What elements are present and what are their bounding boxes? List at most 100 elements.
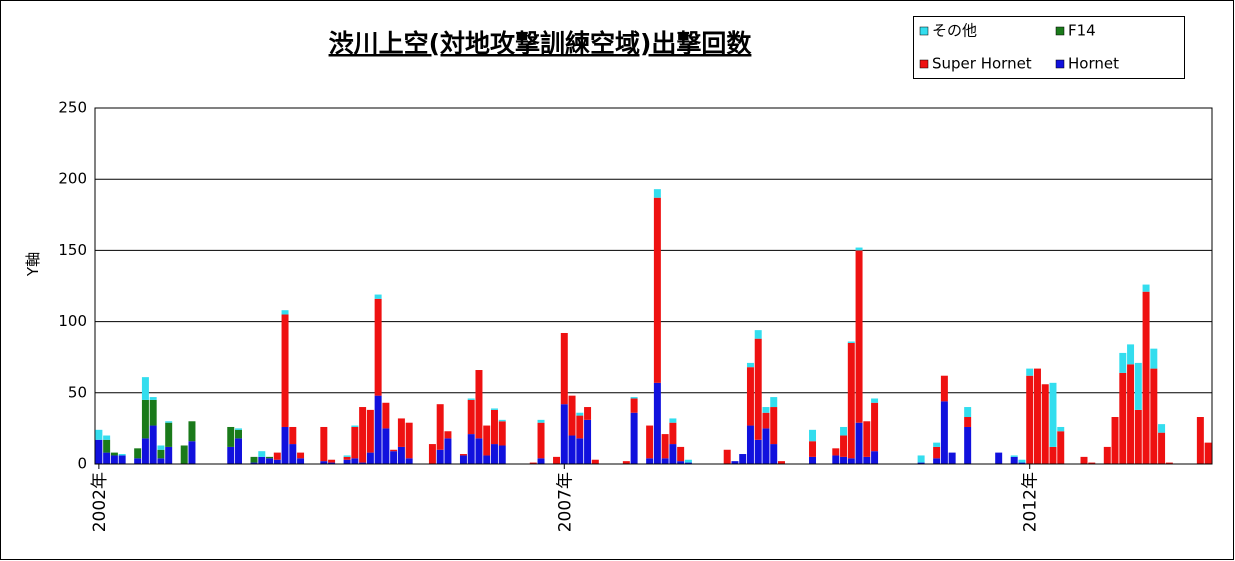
- bar-segment: [917, 455, 925, 463]
- bar-segment: [157, 445, 165, 450]
- bar-segment: [584, 419, 592, 464]
- bar-segment: [584, 407, 592, 420]
- bar-segment: [281, 314, 289, 427]
- legend-label: Super Hornet: [932, 55, 1032, 73]
- bar-segment: [553, 456, 561, 464]
- legend-label: F14: [1068, 22, 1096, 40]
- bar-segment: [328, 459, 336, 463]
- bar-segment: [483, 425, 491, 456]
- bar-segment: [1196, 417, 1204, 464]
- bar-segment: [343, 455, 351, 457]
- bar-segment: [467, 399, 475, 435]
- x-tick-label: 2007年: [555, 472, 575, 532]
- bar-segment: [871, 451, 879, 464]
- legend-swatch: [919, 59, 929, 69]
- bar-segment: [188, 421, 196, 442]
- y-tick-label: 100: [58, 312, 87, 330]
- bar-segment: [1041, 384, 1049, 464]
- bar-segment: [110, 455, 118, 464]
- bar-segment: [1127, 364, 1135, 464]
- bar-segment: [1158, 424, 1166, 433]
- bar-segment: [289, 444, 297, 464]
- bar-segment: [964, 426, 972, 464]
- bar-segment: [1010, 455, 1018, 457]
- bar-segment: [374, 395, 382, 464]
- bar-segment: [289, 426, 297, 445]
- bar-segment: [847, 458, 855, 464]
- bar-segment: [498, 445, 506, 464]
- bar-segment: [560, 404, 568, 464]
- bar-segment: [351, 458, 359, 464]
- bar-segment: [863, 456, 871, 464]
- bar-segment: [490, 444, 498, 464]
- bar-segment: [723, 449, 731, 464]
- bar-segment: [149, 397, 157, 400]
- bar-segment: [591, 459, 599, 464]
- bar-segment: [754, 330, 762, 339]
- bar-segment: [1119, 352, 1127, 373]
- bar-segment: [498, 419, 506, 422]
- bar-segment: [847, 341, 855, 343]
- y-tick-label: 250: [58, 99, 87, 117]
- bar-segment: [576, 412, 584, 416]
- bar-segment: [266, 458, 274, 464]
- bar-segment: [809, 456, 817, 464]
- bar-segment: [351, 426, 359, 459]
- bar-segment: [568, 395, 576, 436]
- bar-segment: [118, 455, 126, 464]
- bar-segment: [343, 459, 351, 464]
- y-tick-label: 50: [68, 383, 87, 401]
- bar-segment: [653, 382, 661, 464]
- bar-segment: [855, 247, 863, 251]
- bar-segment: [351, 425, 359, 427]
- bar-segment: [622, 461, 630, 464]
- bar-segment: [940, 375, 948, 402]
- bar-segment: [459, 454, 467, 456]
- y-axis-label: Y軸: [24, 252, 42, 277]
- bar-segment: [157, 458, 165, 464]
- bar-segment: [297, 452, 305, 459]
- bar-segment: [103, 452, 111, 464]
- bar-segment: [366, 409, 374, 453]
- bar-segment: [855, 250, 863, 423]
- bar-segment: [840, 456, 848, 464]
- bar-segment: [467, 434, 475, 464]
- bar-segment: [576, 415, 584, 439]
- bar-segment: [343, 456, 351, 460]
- bar-segment: [661, 458, 669, 464]
- bar-segment: [320, 461, 328, 464]
- bar-segment: [677, 446, 685, 462]
- x-tick-label: 2002年: [90, 472, 110, 532]
- bar-segment: [832, 448, 840, 456]
- bar-segment: [1204, 442, 1212, 464]
- bar-segment: [1057, 431, 1065, 464]
- bar-segment: [273, 459, 281, 464]
- bar-segment: [165, 422, 173, 447]
- bar-segment: [227, 426, 235, 447]
- bar-segment: [149, 399, 157, 426]
- bar-segment: [266, 456, 274, 459]
- bar-segment: [436, 449, 444, 464]
- bar-segment: [1150, 348, 1158, 369]
- bar-segment: [653, 189, 661, 198]
- bar-segment: [762, 407, 770, 413]
- bar-segment: [475, 438, 483, 464]
- bar-segment: [390, 449, 398, 452]
- bar-segment: [576, 438, 584, 464]
- chart-title: 渋川上空(対地攻撃訓練空域)出撃回数: [329, 29, 753, 58]
- bar-segment: [250, 462, 258, 464]
- bar-segment: [1127, 344, 1135, 365]
- bar-segment: [390, 451, 398, 464]
- bar-segment: [405, 458, 413, 464]
- bar-segment: [1142, 284, 1150, 292]
- bar-segment: [498, 421, 506, 446]
- bar-segment: [459, 455, 467, 464]
- bar-segment: [95, 439, 103, 464]
- bar-segment: [490, 408, 498, 410]
- bar-segment: [1080, 456, 1088, 464]
- bar-segment: [281, 426, 289, 464]
- bar-segment: [397, 418, 405, 447]
- bar-segment: [118, 454, 126, 456]
- bar-segment: [1049, 382, 1057, 447]
